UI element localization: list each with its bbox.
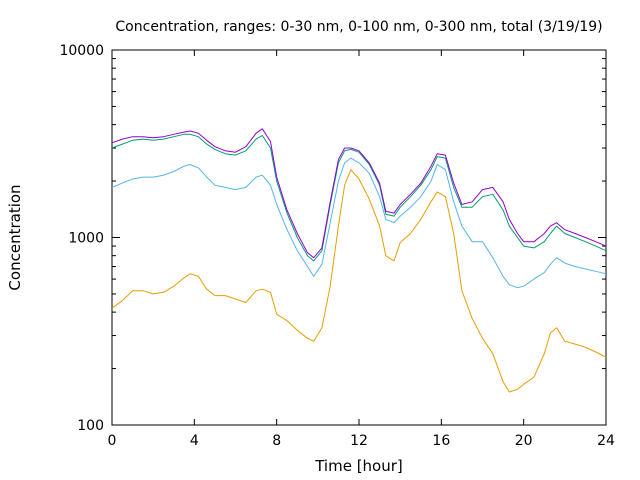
series-lines (111, 128, 607, 393)
y-tick-label: 100 (77, 418, 104, 434)
x-tick-label: 8 (272, 433, 281, 449)
x-tick-label: 0 (108, 433, 117, 449)
y-axis-label: Concentration (6, 184, 24, 290)
x-tick-label: 4 (190, 433, 199, 449)
y-tick-label: 1000 (68, 231, 104, 247)
x-axis-label: Time [hour] (314, 457, 403, 475)
plot-area-frame (111, 49, 607, 426)
ticks: 0 4 8 12 16 20 24 100 1000 10000 (59, 43, 615, 449)
x-tick-label: 16 (432, 433, 450, 449)
series-line-3 (111, 133, 607, 262)
series-line-2 (111, 157, 607, 289)
series-line-1 (111, 169, 607, 393)
x-tick-label: 12 (350, 433, 368, 449)
x-tick-label: 20 (515, 433, 533, 449)
chart-title: Concentration, ranges: 0-30 nm, 0-100 nm… (115, 19, 602, 35)
x-tick-label: 24 (597, 433, 615, 449)
series-line-4 (111, 128, 607, 259)
y-tick-label: 10000 (59, 43, 104, 59)
